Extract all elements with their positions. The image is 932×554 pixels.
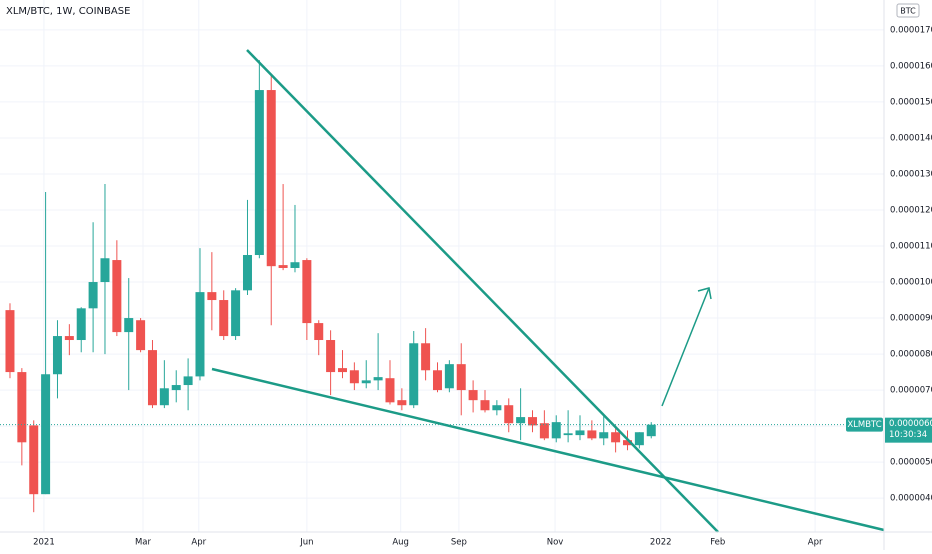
candle-body (456, 364, 466, 391)
candle-body (337, 368, 347, 373)
y-tick-label: 0.00000800 (890, 350, 932, 360)
candle-body (266, 90, 276, 267)
candle-body (302, 260, 312, 324)
candle-body (183, 376, 193, 386)
symbol-label: XLMBTC (847, 420, 881, 430)
candle-body (397, 400, 407, 406)
candle-body (361, 380, 371, 384)
currency: BTC (900, 7, 916, 16)
candle-body (575, 430, 585, 436)
x-tick-label: Apr (808, 538, 823, 548)
countdown-label: 10:30:34 (889, 430, 927, 440)
candle-body (171, 385, 181, 391)
candle-body (409, 343, 419, 406)
currency-box (896, 3, 920, 18)
candle-body (159, 388, 169, 406)
candle-body (527, 417, 537, 426)
x-tick-label: 2021 (33, 538, 55, 548)
x-tick-label: Feb (710, 538, 725, 548)
candle-body (88, 282, 98, 309)
candle-body (17, 372, 27, 443)
y-tick-label: 0.00001100 (890, 242, 932, 252)
candle-body (100, 258, 110, 283)
x-tick-label: Mar (135, 538, 152, 548)
candle-body (622, 440, 632, 446)
candle-body (539, 423, 549, 439)
candle-body (195, 292, 205, 377)
candle-body (634, 432, 644, 446)
candle-body (587, 430, 597, 439)
candle-body (646, 424, 656, 437)
projection-arrow (661, 287, 710, 407)
candle-body (611, 432, 621, 443)
candle-body (219, 300, 229, 337)
candle-body (563, 433, 573, 436)
candle-body (278, 265, 288, 268)
candle-body (326, 340, 336, 373)
price-tag (885, 417, 932, 443)
candle-body (504, 405, 514, 424)
price-label: 0.00000604 (889, 419, 932, 429)
candle-body (421, 343, 431, 371)
candle-body (231, 290, 241, 337)
candle-body (314, 323, 324, 341)
y-tick-label: 0.00001300 (890, 169, 932, 179)
y-tick-label: 0.00001500 (890, 97, 932, 107)
candle-body (349, 370, 359, 384)
candle-body (373, 377, 383, 381)
y-tick-label: 0.00001700 (890, 25, 932, 35)
y-tick-label: 0.00001200 (890, 205, 932, 215)
candle-body (492, 405, 502, 411)
candle-body (207, 292, 217, 301)
x-tick-label: 2022 (650, 538, 672, 548)
candle-body (599, 432, 609, 439)
symbol-tag (846, 417, 883, 432)
trend-line (211, 367, 885, 532)
x-tick-label: Jun (299, 538, 313, 548)
candle-body (5, 310, 15, 373)
candle-body (551, 422, 561, 439)
chart-title: XLM/BTC, 1W, COINBASE (6, 6, 130, 17)
y-tick-label: 0.00001400 (890, 133, 932, 143)
candle-body (516, 417, 526, 424)
candle-body (242, 255, 252, 291)
x-tick-label: Sep (451, 538, 467, 548)
candle-body (112, 260, 122, 333)
y-tick-label: 0.00000900 (890, 314, 932, 324)
candle-body (468, 390, 478, 401)
y-tick-label: 0.00000500 (890, 458, 932, 468)
candle-body (136, 320, 146, 351)
candle-body (147, 350, 157, 406)
candle-body (290, 262, 300, 268)
candle-body (254, 90, 264, 256)
trend-line (246, 49, 719, 533)
candle-body (29, 425, 39, 495)
x-tick-label: Nov (547, 538, 564, 548)
candle-body (432, 370, 442, 391)
arrow-head (697, 287, 712, 300)
candle-body (124, 318, 134, 333)
candle-body (52, 336, 62, 375)
x-tick-label: Aug (392, 538, 409, 548)
candle-body (41, 374, 51, 495)
y-tick-label: 0.00000700 (890, 386, 932, 396)
candle-body (385, 378, 395, 403)
y-tick-label: 0.00001600 (890, 61, 932, 71)
y-tick-label: 0.00001000 (890, 278, 932, 288)
candle-body (76, 308, 86, 341)
candle-body (480, 400, 490, 411)
x-tick-label: Apr (191, 538, 206, 548)
y-tick-label: 0.00000400 (890, 494, 932, 504)
candle-body (64, 336, 74, 341)
candle-body (444, 364, 454, 389)
